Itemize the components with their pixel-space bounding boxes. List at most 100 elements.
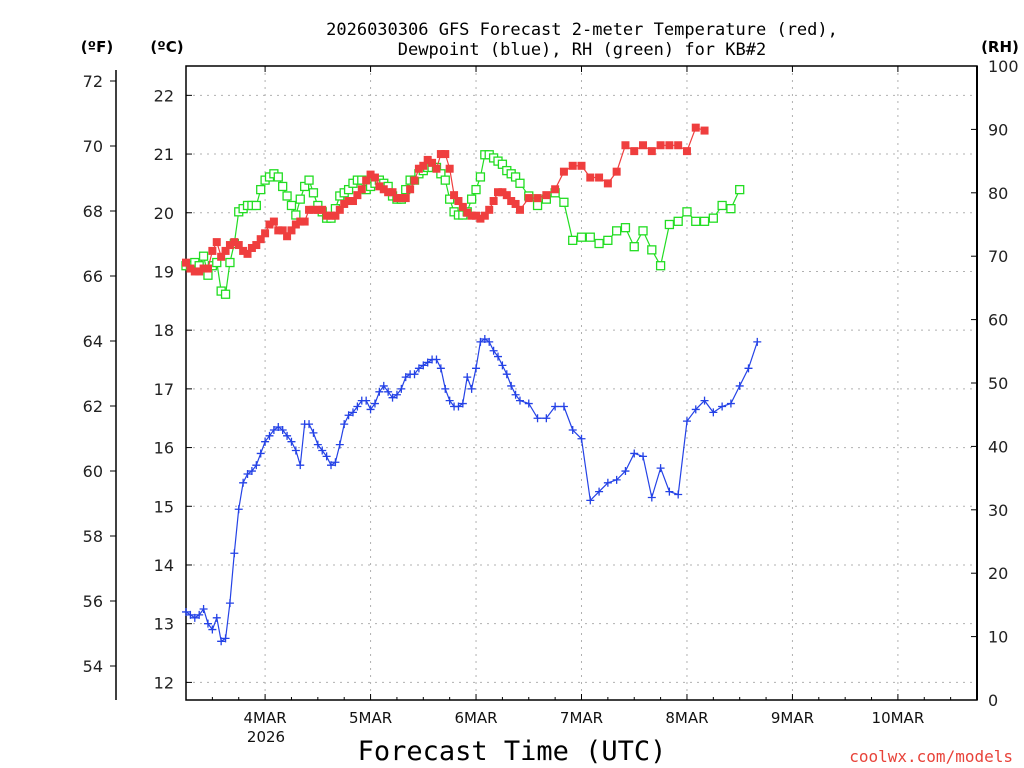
f-label-64: 64 xyxy=(83,332,103,351)
2-meter-temperature-point xyxy=(511,199,520,208)
dewpoint-point xyxy=(252,461,261,470)
dewpoint-point xyxy=(362,396,371,405)
f-label-72: 72 xyxy=(83,72,103,91)
dewpoint-point xyxy=(489,346,498,355)
2-meter-temperature-point xyxy=(190,267,199,276)
rh-label-100: 100 xyxy=(988,57,1019,76)
dewpoint-point xyxy=(511,390,520,399)
dewpoint-point xyxy=(340,420,349,429)
dewpoint-line xyxy=(185,338,758,643)
dewpoint-point xyxy=(656,464,665,473)
rh-point xyxy=(440,175,450,185)
dewpoint-point xyxy=(243,469,252,478)
dewpoint-point xyxy=(612,475,621,484)
2-meter-temperature-point xyxy=(682,147,691,156)
2-meter-temperature-point xyxy=(467,211,476,220)
dewpoint-point xyxy=(551,402,560,411)
c-label-21: 21 xyxy=(154,145,174,164)
rh-label-50: 50 xyxy=(988,374,1008,393)
dewpoint-point xyxy=(203,619,212,628)
2-meter-temperature-point xyxy=(674,141,683,150)
2-meter-temperature-point xyxy=(300,217,309,226)
2-meter-temperature-point xyxy=(322,211,331,220)
rh-point xyxy=(295,194,305,204)
f-label-68: 68 xyxy=(83,202,103,221)
dewpoint-point xyxy=(313,440,322,449)
2-meter-temperature-point xyxy=(595,173,604,182)
dewpoint-point xyxy=(682,417,691,426)
2-meter-temperature-point xyxy=(296,217,305,226)
2-meter-temperature-point xyxy=(542,191,551,200)
dewpoint-point xyxy=(274,423,283,432)
dewpoint-point xyxy=(423,358,432,367)
2-meter-temperature-point xyxy=(414,164,423,173)
rh-point xyxy=(655,261,666,271)
dewpoint-point xyxy=(230,549,239,558)
2-meter-temperature-point xyxy=(502,191,511,200)
2-meter-temperature-point xyxy=(199,264,208,273)
dewpoint-point xyxy=(401,373,410,382)
dewpoint-point xyxy=(225,599,234,608)
dewpoint-point xyxy=(199,605,208,614)
rh-label-70: 70 xyxy=(988,247,1008,266)
f-label-62: 62 xyxy=(83,397,103,416)
2-meter-temperature-point xyxy=(309,205,318,214)
dewpoint-point xyxy=(502,370,511,379)
fahrenheit-axis: 72 70 68 66 64 62 60 58 56 54 xyxy=(83,72,116,676)
2-meter-temperature-point xyxy=(639,141,648,150)
dewpoint-point xyxy=(515,396,524,405)
2-meter-temperature-point xyxy=(375,182,384,191)
dewpoint-point xyxy=(234,505,243,514)
dewpoint-point xyxy=(744,364,753,373)
c-label-16: 16 xyxy=(154,439,174,458)
2-meter-temperature-point xyxy=(410,176,419,185)
dewpoint-point xyxy=(674,490,683,499)
dewpoint-point xyxy=(322,452,331,461)
2-meter-temperature-point xyxy=(208,246,217,255)
2-meter-temperature-point xyxy=(533,194,542,203)
f-label-58: 58 xyxy=(83,527,103,546)
dewpoint-point xyxy=(524,399,533,408)
x-label-9MAR: 9MAR xyxy=(771,709,814,727)
chart-title: 2026030306 GFS Forecast 2-meter Temperat… xyxy=(326,20,838,40)
dewpoint-point xyxy=(331,458,340,467)
rh-point xyxy=(673,216,683,226)
2-meter-temperature-point xyxy=(327,211,336,220)
rh-point xyxy=(475,172,486,182)
rh-unit-label: (RH) xyxy=(981,38,1019,56)
dewpoint-point xyxy=(595,487,604,496)
f-label-70: 70 xyxy=(83,137,103,156)
2-meter-temperature-point xyxy=(691,123,700,132)
rh-point xyxy=(273,172,283,182)
dewpoint-point xyxy=(621,467,630,476)
dewpoint-point xyxy=(753,337,762,346)
dewpoint-point xyxy=(291,446,300,455)
dewpoint-point xyxy=(278,425,287,434)
x-label-7MAR: 7MAR xyxy=(560,709,603,727)
c-label-19: 19 xyxy=(154,262,174,281)
dewpoint-point xyxy=(397,384,406,393)
rh-point xyxy=(304,175,314,185)
c-label-20: 20 xyxy=(154,204,174,223)
rh-point xyxy=(471,184,481,195)
2-meter-temperature-point xyxy=(621,141,630,150)
2-meter-temperature-point xyxy=(568,161,577,170)
rh-point xyxy=(664,219,675,230)
2-meter-temperature-point xyxy=(577,161,586,170)
2-meter-temperature-point xyxy=(230,238,239,247)
rh-point xyxy=(466,194,477,204)
2-meter-temperature-point xyxy=(494,188,503,197)
dewpoint-point xyxy=(476,337,485,346)
2-meter-temperature-point xyxy=(384,188,393,197)
rh-point xyxy=(532,200,543,211)
rh-label-60: 60 xyxy=(988,311,1008,330)
dewpoint-point xyxy=(665,487,674,496)
dewpoint-point xyxy=(485,337,494,346)
dewpoint-point xyxy=(296,461,305,470)
2-meter-temperature-point xyxy=(186,264,195,273)
2-meter-temperature-point xyxy=(647,147,656,156)
dewpoint-point xyxy=(463,373,472,382)
dewpoint-point xyxy=(239,478,248,487)
dewpoint-point xyxy=(309,428,318,437)
f-label-66: 66 xyxy=(83,267,103,286)
